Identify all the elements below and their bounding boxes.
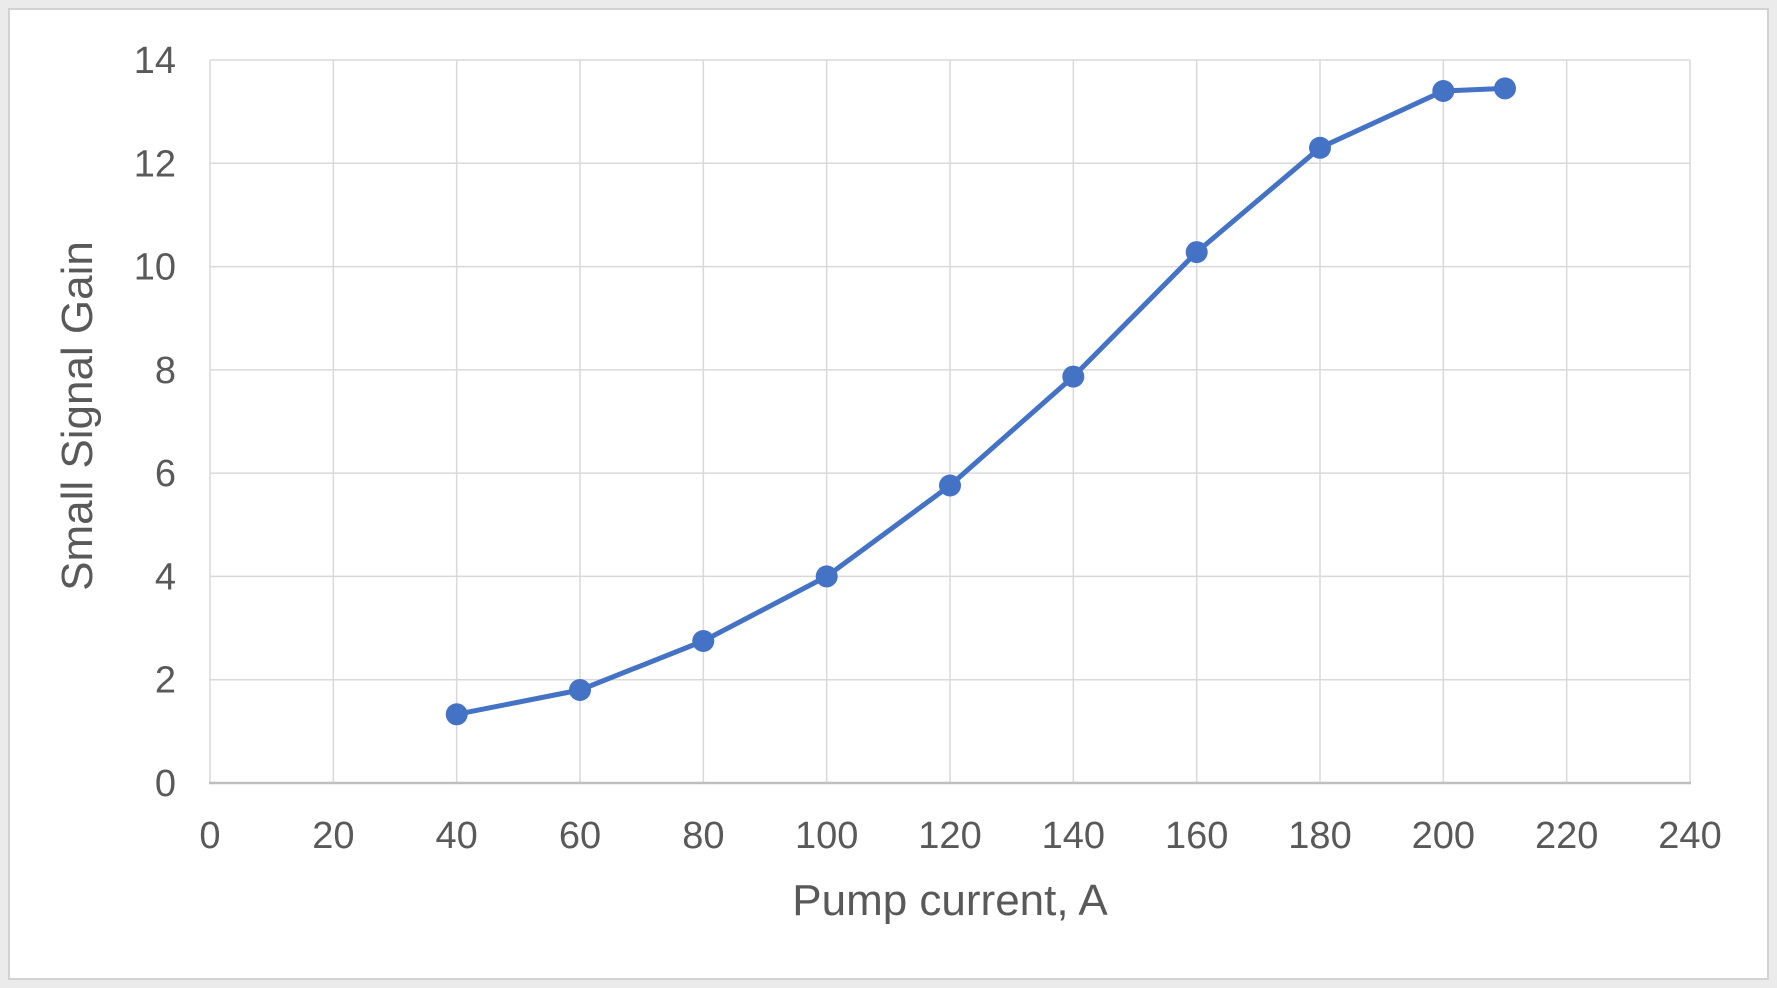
x-tick-label: 180 xyxy=(1288,815,1351,857)
x-tick-label: 160 xyxy=(1165,815,1228,857)
data-point-marker xyxy=(815,565,838,588)
data-point-marker xyxy=(1309,136,1331,159)
data-point-marker xyxy=(1062,365,1085,388)
y-tick-label: 8 xyxy=(155,350,176,392)
x-tick-label: 60 xyxy=(559,815,601,857)
x-tick-label: 120 xyxy=(918,815,981,857)
y-tick-label: 0 xyxy=(155,763,176,805)
x-tick-label: 200 xyxy=(1412,815,1475,857)
data-point-marker xyxy=(692,630,715,652)
y-tick-label: 2 xyxy=(155,660,176,702)
x-tick-label: 0 xyxy=(199,815,220,857)
chart-frame xyxy=(8,8,1769,980)
data-point-marker xyxy=(939,474,961,497)
x-tick-label: 80 xyxy=(682,815,724,857)
y-tick-label: 10 xyxy=(134,247,176,289)
x-tick-label: 240 xyxy=(1658,815,1721,857)
y-axis-title: Small Signal Gain xyxy=(53,241,102,591)
data-point-marker xyxy=(445,703,468,726)
x-axis-title: Pump current, A xyxy=(792,876,1108,925)
series-line xyxy=(454,85,1508,717)
x-tick-label: 220 xyxy=(1535,815,1598,857)
x-tick-label: 140 xyxy=(1042,815,1105,857)
x-tick-label: 40 xyxy=(436,815,478,857)
y-tick-label: 6 xyxy=(155,453,176,495)
y-tick-label: 4 xyxy=(155,556,176,598)
x-tick-label: 20 xyxy=(312,815,354,857)
data-point-marker xyxy=(1432,80,1455,102)
y-tick-label: 14 xyxy=(134,40,176,82)
data-point-marker xyxy=(1494,77,1516,100)
data-point-marker xyxy=(1185,241,1208,264)
x-tick-label: 100 xyxy=(795,815,858,857)
data-point-marker xyxy=(569,679,591,701)
y-tick-label: 12 xyxy=(134,143,176,185)
